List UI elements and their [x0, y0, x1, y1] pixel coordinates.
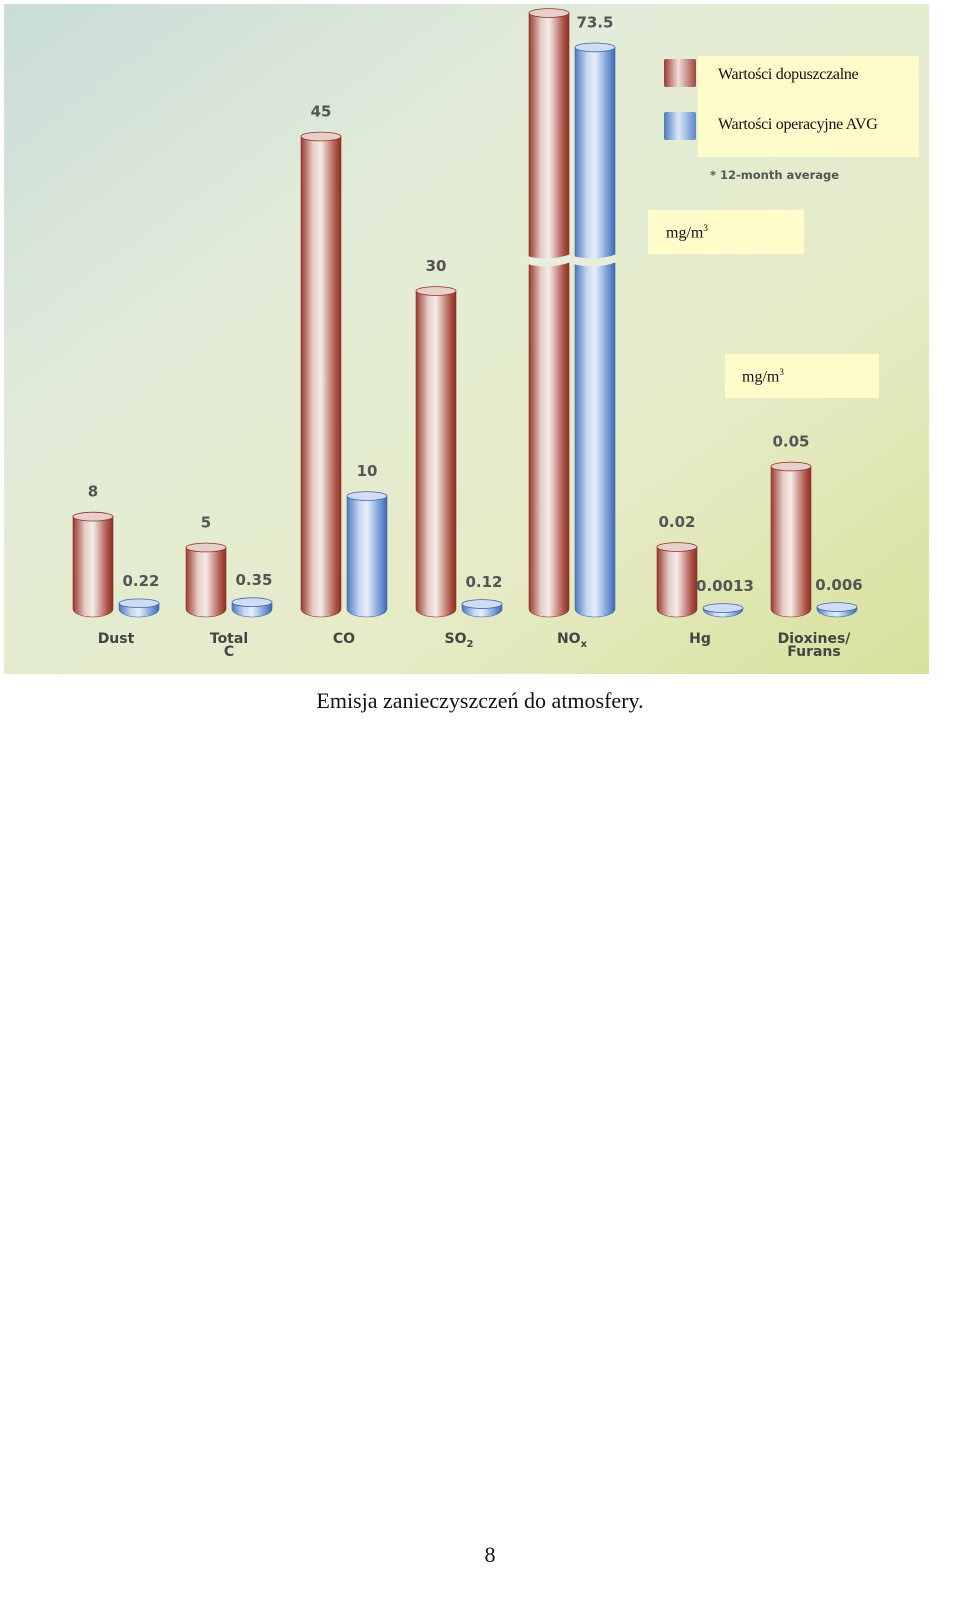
category-label-5: Hg: [689, 631, 711, 647]
bar-operational-4: [573, 42, 617, 618]
bar-allowed-3: [415, 286, 457, 618]
chart-panel: 854530950.020.050.220.35100.1273.50.0013…: [4, 4, 929, 674]
bar-allowed-2: [300, 131, 342, 618]
unit-label-upper: mg/m: [666, 224, 704, 242]
value-label-allowed-2: 45: [311, 103, 332, 121]
value-label-allowed-0: 8: [88, 483, 98, 501]
value-label-operational-2: 10: [357, 462, 378, 480]
category-label-6-1: Furans: [787, 644, 840, 660]
page-number: 8: [484, 1542, 496, 1567]
legend-swatch-allowed: [664, 59, 696, 87]
average-note: * 12-month average: [710, 168, 840, 182]
value-label-operational-0: 0.22: [122, 572, 159, 590]
value-label-operational-6: 0.006: [815, 576, 862, 594]
category-label-6-0: Dioxines/: [778, 631, 852, 647]
bar-allowed-6: [770, 461, 812, 618]
unit-superscript-lower: 3: [779, 367, 784, 377]
bar-operational-3: [461, 599, 503, 618]
legend-label-operational: Wartości operacyjne AVG: [718, 116, 878, 133]
legend-label-allowed: Wartości dopuszczalne: [718, 66, 859, 83]
bar-operational-0: [118, 598, 160, 618]
bar-allowed-5: [656, 542, 698, 618]
legend: [698, 56, 919, 157]
unit-label-lower: mg/m: [742, 368, 780, 386]
bar-operational-2: [346, 491, 388, 618]
value-label-allowed-5: 0.02: [658, 513, 695, 531]
value-label-operational-5: 0.0013: [696, 577, 754, 595]
bar-operational-6: [816, 602, 858, 618]
bar-allowed-0: [72, 511, 114, 618]
category-label-2: CO: [333, 631, 355, 647]
category-label-0: Dust: [98, 631, 135, 647]
unit-superscript-upper: 3: [703, 223, 708, 233]
value-label-allowed-6: 0.05: [772, 433, 809, 451]
bar-allowed-4: [527, 8, 571, 618]
unit-box-upper: mg/m3: [648, 210, 804, 254]
value-label-operational-1: 0.35: [235, 571, 272, 589]
value-label-operational-3: 0.12: [465, 573, 502, 591]
figure-caption: Emisja zanieczyszczeń do atmosfery.: [316, 688, 644, 713]
value-label-allowed-1: 5: [201, 514, 211, 532]
unit-box-lower: mg/m3: [725, 354, 879, 398]
category-label-3: SO2: [445, 631, 474, 650]
value-label-operational-4: 73.5: [576, 13, 613, 31]
category-label-1-1: C: [224, 644, 234, 660]
value-label-allowed-3: 30: [426, 257, 447, 275]
bar-operational-1: [231, 597, 273, 618]
bar-allowed-1: [185, 542, 227, 618]
legend-swatch-operational: [664, 112, 696, 140]
category-label-1-0: Total: [210, 631, 248, 647]
bar-operational-5: [702, 603, 744, 618]
category-label-4: NOx: [557, 631, 588, 650]
